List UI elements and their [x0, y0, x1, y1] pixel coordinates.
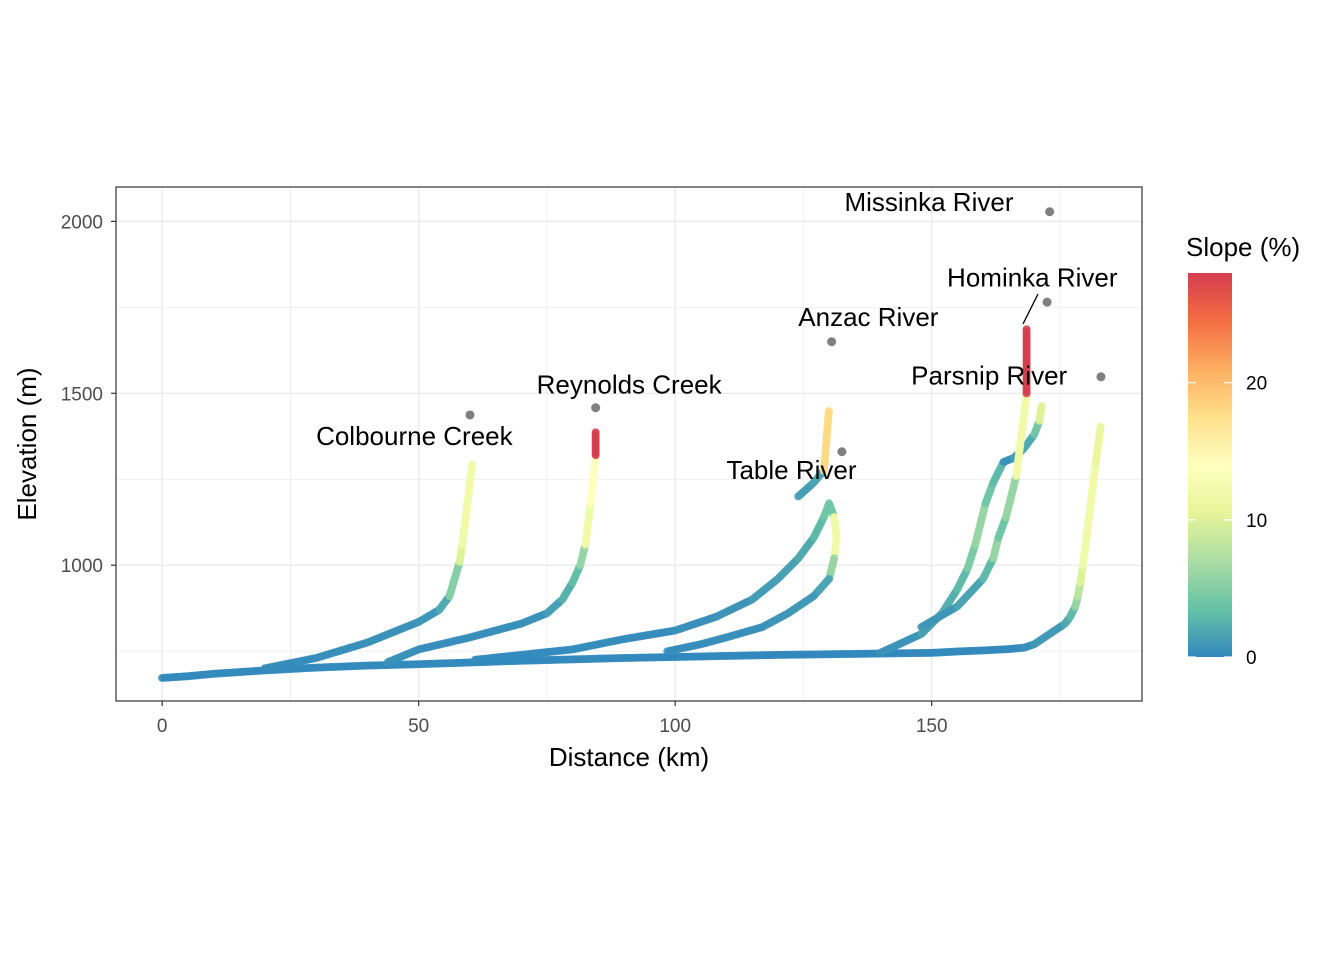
river-profiles — [158, 325, 1105, 682]
river-label: Table River — [726, 455, 856, 485]
profile-point — [1096, 422, 1105, 431]
river-endpoint — [1045, 207, 1055, 217]
y-axis: 1000 1500 2000 — [61, 212, 116, 577]
profile-point — [591, 428, 600, 437]
legend-title: Slope (%) — [1186, 232, 1300, 262]
y-tick-label: 1000 — [61, 556, 103, 577]
river-profile — [1076, 422, 1105, 587]
profile-point — [663, 647, 672, 656]
river-endpoint — [1042, 297, 1052, 307]
profile-point — [824, 407, 833, 416]
x-tick-label: 50 — [408, 716, 429, 737]
profile-point — [1022, 325, 1031, 334]
river-profile — [383, 428, 600, 667]
river-profile — [794, 407, 833, 501]
y-tick-label: 1500 — [61, 384, 103, 405]
slope-legend: Slope (%) 0 10 20 — [1186, 232, 1300, 669]
river-label: Reynolds Creek — [537, 369, 723, 399]
y-axis-title: Elevation (m) — [12, 367, 42, 520]
river-profile — [917, 325, 1031, 632]
legend-tick-label: 10 — [1246, 511, 1267, 532]
legend-tick-label: 0 — [1246, 648, 1257, 669]
river-label: Parsnip River — [911, 361, 1067, 391]
x-axis: 0 50 100 150 — [157, 701, 948, 737]
river-endpoint — [837, 447, 847, 457]
legend-tick-label: 20 — [1246, 374, 1267, 395]
x-tick-label: 100 — [659, 716, 691, 737]
plot-panel-border — [115, 186, 1143, 702]
x-axis-title: Distance (km) — [549, 742, 709, 772]
legend-ticks: 0 10 20 — [1188, 374, 1267, 669]
river-endpoint — [1096, 372, 1106, 382]
river-label: Missinka River — [844, 187, 1013, 217]
legend-colorbar — [1188, 273, 1232, 657]
river-endpoint — [465, 410, 475, 420]
profile-point — [1037, 402, 1046, 411]
river-label: Hominka River — [947, 263, 1118, 293]
y-tick-label: 2000 — [61, 212, 103, 233]
river-labels: Colbourne Creek Reynolds Creek Table River… — [316, 187, 1118, 485]
river-label: Colbourne Creek — [316, 421, 514, 451]
river-profile — [471, 499, 841, 664]
plot-background — [116, 187, 1142, 701]
river-endpoint — [827, 337, 837, 347]
river-endpoints — [465, 207, 1106, 457]
river-profile — [260, 460, 477, 673]
x-tick-label: 150 — [916, 716, 948, 737]
hominka-leader-line — [1022, 293, 1039, 325]
river-endpoint — [591, 403, 601, 413]
profile-point — [468, 460, 477, 469]
river-label: Anzac River — [798, 302, 938, 332]
x-tick-label: 0 — [157, 716, 168, 737]
